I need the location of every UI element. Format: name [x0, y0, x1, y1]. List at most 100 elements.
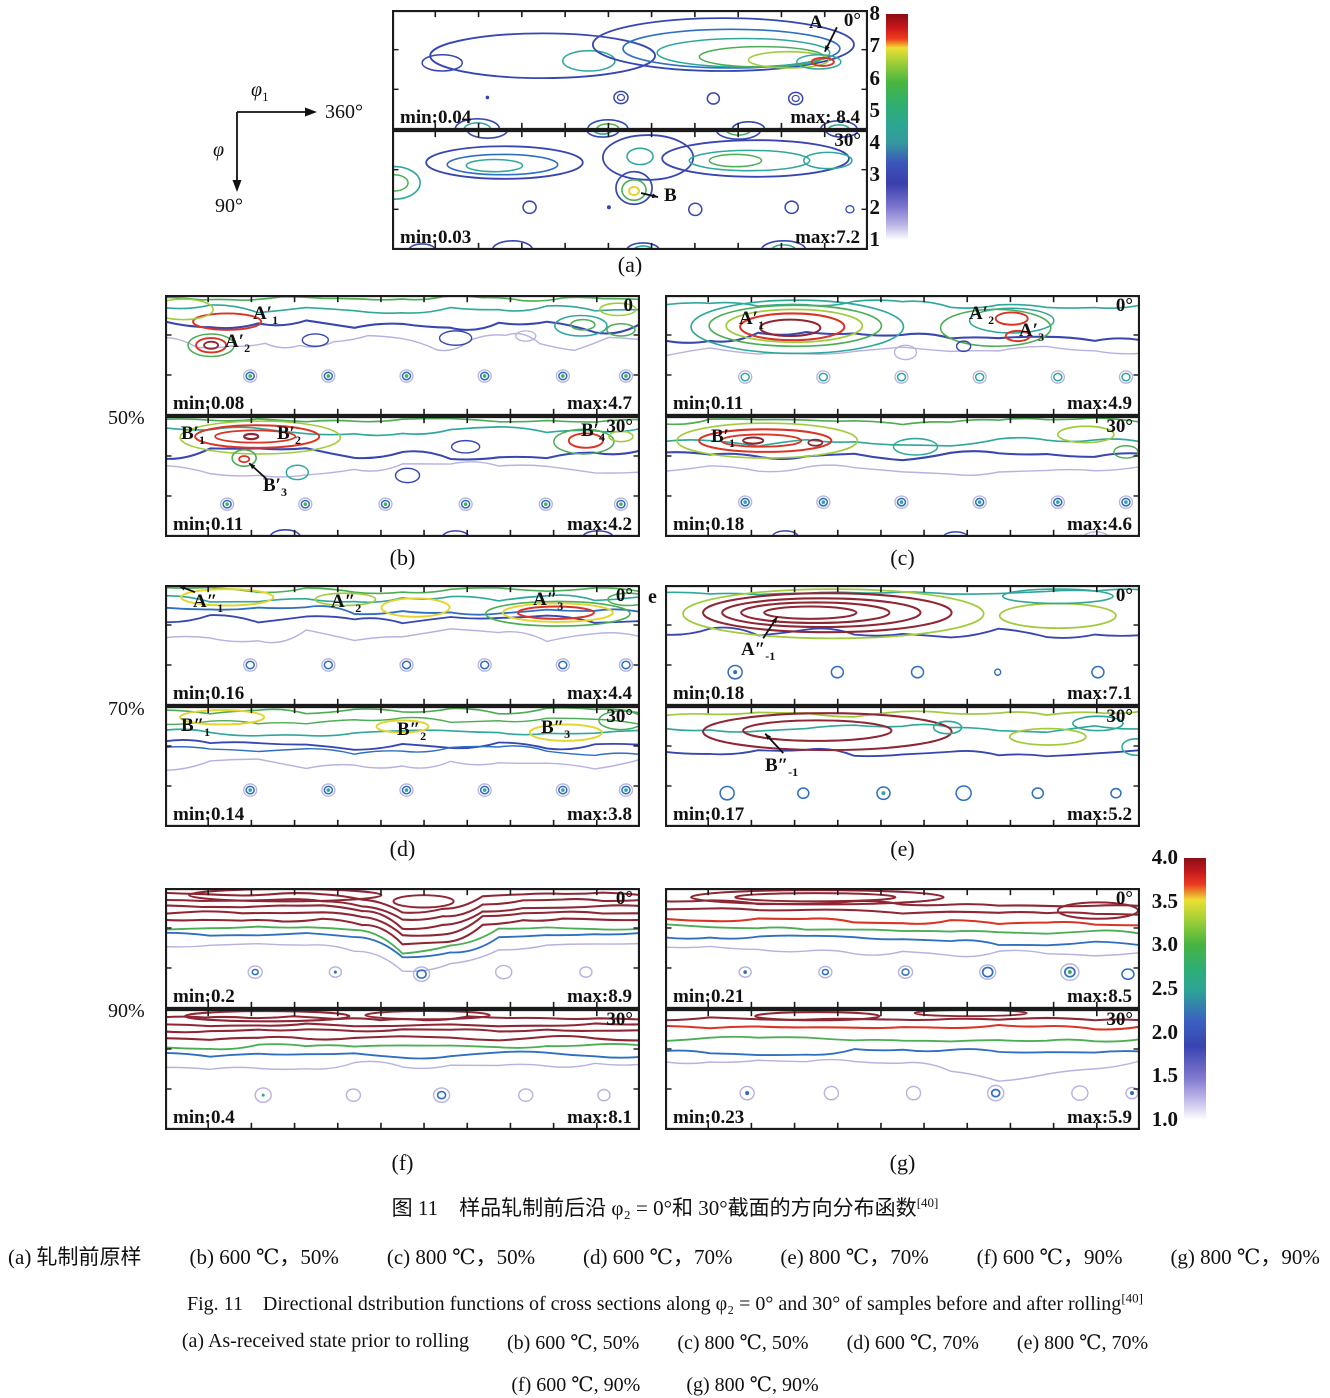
- peak-annotation: A″2: [331, 591, 362, 615]
- colorbar-tick: 1.0: [1151, 1107, 1178, 1131]
- contour-plot: [165, 706, 640, 827]
- min-value-label: min:0.18: [673, 683, 745, 704]
- peak-annotation: B: [664, 185, 677, 206]
- axis-legend: φ1 360° φ 90°: [185, 70, 405, 220]
- subplot-d-0deg: 0° min:0.16 max:4.4 A″1 A″2 A″3: [165, 585, 640, 706]
- peak-annotation: A′2: [225, 331, 251, 355]
- caption-item: (a) 轧制前原样: [8, 1245, 142, 1269]
- peak-annotation: B″3: [541, 717, 571, 741]
- section-angle-label: 0°: [843, 10, 861, 31]
- min-value-label: min:0.08: [173, 393, 245, 414]
- panel-b-label: (b): [389, 545, 416, 570]
- subplot-f-30deg: 30° min:0.4 max:8.1: [165, 1009, 640, 1130]
- colorbar-tick: 1.5: [1151, 1063, 1178, 1087]
- peak-annotation: B′2: [277, 423, 302, 447]
- peak-annotation: A′1: [739, 308, 765, 332]
- panel-e: 0° min:0.18 max:7.1 A″-1 30° min:0.17 ma…: [665, 585, 1140, 827]
- caption-item: (g) 800 ℃，90%: [1170, 1245, 1320, 1269]
- panel-f: 0° min:0.2 max:8.9 30° min:0.4 max:8.1: [165, 888, 640, 1130]
- section-angle-label: 30°: [1106, 1009, 1133, 1030]
- min-value-label: min:0.14: [173, 804, 245, 825]
- colorbar-tick: 1: [869, 227, 881, 251]
- peak-annotation: B′3: [263, 475, 288, 499]
- subplot-a-30deg: 30° min:0.03 max:7.2 B: [392, 130, 868, 250]
- colorbar-fg: [1184, 858, 1206, 1120]
- caption-item: (d) 600 ℃，70%: [583, 1245, 733, 1269]
- phi1-axis-label: φ1: [251, 79, 269, 104]
- max-value-label: max:8.5: [1067, 986, 1132, 1007]
- subplot-d-30deg: 30° min:0.14 max:3.8 B″1 B″2 B″3: [165, 706, 640, 827]
- min-value-label: min:0.21: [673, 986, 745, 1007]
- min-value-label: min:0.03: [400, 227, 472, 248]
- subplot-b-30deg: 30° min:0.11 max:4.2 B′1 B′2 B′4 B′3: [165, 416, 640, 537]
- max-value-label: max:4.7: [567, 393, 632, 414]
- caption-en-title: Fig. 11 Directional dstribution function…: [187, 1290, 1143, 1315]
- colorbar-tick: 6: [869, 66, 881, 90]
- phi1-max-label: 360°: [325, 101, 363, 123]
- peak-annotation: B″-1: [765, 755, 799, 779]
- colorbar-tick: 3.0: [1151, 932, 1178, 956]
- panel-g: 0° min:0.21 max:8.5 30° min:0.23 max:5.9: [665, 888, 1140, 1130]
- colorbar-tick: 2: [869, 195, 881, 219]
- colorbar-tick: 3.5: [1151, 889, 1178, 913]
- citation-ref: [40]: [1121, 1290, 1143, 1306]
- max-value-label: max:4.9: [1067, 393, 1132, 414]
- caption-item: (e) 800 ℃，70%: [780, 1245, 929, 1269]
- caption-item: (d) 600 ℃, 70%: [846, 1332, 979, 1354]
- peak-annotation: A″3: [533, 589, 564, 613]
- section-angle-label: 30°: [834, 130, 861, 151]
- contour-plot: [165, 888, 640, 1009]
- section-angle-label: 0°: [615, 888, 633, 909]
- caption-item: (c) 800 ℃, 50%: [677, 1332, 809, 1354]
- subplot-f-0deg: 0° min:0.2 max:8.9: [165, 888, 640, 1009]
- contour-plot: [665, 706, 1140, 827]
- peak-annotation: A: [809, 12, 823, 33]
- max-value-label: max:5.2: [1067, 804, 1132, 825]
- min-value-label: min:0.17: [673, 804, 745, 825]
- contour-plot: [665, 416, 1140, 537]
- peak-annotation: A′3: [1019, 320, 1045, 344]
- section-angle-label: 0°: [1115, 888, 1133, 909]
- peak-annotation: B′1: [711, 426, 736, 450]
- panel-g-label: (g): [889, 1150, 916, 1175]
- peak-annotation: B″1: [181, 715, 211, 739]
- max-value-label: max:4.2: [567, 514, 632, 535]
- colorbar-tick: 7: [869, 33, 881, 57]
- contour-plot: [165, 295, 640, 416]
- colorbar-tick: 8: [869, 1, 881, 25]
- section-angle-label: 0: [623, 295, 634, 316]
- phi-max-label: 90°: [215, 195, 243, 217]
- contour-plot: [665, 295, 1140, 416]
- contour-plot: [165, 1009, 640, 1130]
- contour-plot: [392, 10, 868, 130]
- max-value-label: max: 8.4: [790, 107, 860, 128]
- colorbar-tick: 4: [869, 130, 881, 154]
- row-label-70: 70%: [108, 698, 145, 720]
- panel-f-label: (f): [391, 1150, 414, 1175]
- phi-axis-label: φ: [213, 139, 225, 161]
- panel-b: 0 min:0.08 max:4.7 A′1 A′2 30° min:0.11 …: [165, 295, 640, 537]
- caption-zh-title: 图 11 样品轧制前后沿 φ₂ = 0°和 30°截面的方向分布函数[40]: [391, 1195, 939, 1220]
- contour-plot: [665, 888, 1140, 1009]
- row-label-50: 50%: [108, 407, 145, 429]
- row-label-90: 90%: [108, 1000, 145, 1022]
- colorbar-tick: 3: [869, 162, 881, 186]
- subplot-c-0deg: 0° min:0.11 max:4.9 A′1 A′2 A′3: [665, 295, 1140, 416]
- caption-en-items-2: (f) 600 ℃, 90% (g) 800 ℃, 90%: [0, 1372, 1330, 1397]
- colorbar-tick: 2.5: [1151, 976, 1178, 1000]
- caption-item: (b) 600 ℃, 50%: [506, 1332, 640, 1354]
- min-value-label: min:0.23: [673, 1107, 745, 1128]
- caption-item: (f) 600 ℃, 90%: [511, 1374, 641, 1396]
- section-angle-label: 30°: [606, 706, 633, 727]
- max-value-label: max:5.9: [1067, 1107, 1132, 1128]
- subplot-a-0deg: 0° min:0.04 max: 8.4 A: [392, 10, 868, 130]
- max-value-label: max:3.8: [567, 804, 632, 825]
- subplot-g-30deg: 30° min:0.23 max:5.9: [665, 1009, 1140, 1130]
- contour-plot: [665, 585, 1140, 706]
- max-value-label: max:8.9: [567, 986, 632, 1007]
- min-value-label: min:0.11: [173, 514, 244, 535]
- section-angle-label: 0°: [1115, 295, 1133, 316]
- peak-annotation: A″-1: [741, 639, 776, 663]
- max-value-label: max:7.2: [795, 227, 860, 248]
- min-value-label: min:0.11: [673, 393, 744, 414]
